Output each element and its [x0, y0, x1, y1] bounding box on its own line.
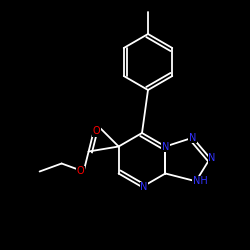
Text: N: N	[208, 153, 216, 163]
Text: NH: NH	[192, 176, 207, 186]
Text: N: N	[189, 133, 196, 143]
Text: O: O	[93, 126, 100, 136]
Text: N: N	[162, 142, 169, 152]
Text: O: O	[77, 166, 84, 176]
Text: N: N	[140, 182, 148, 192]
